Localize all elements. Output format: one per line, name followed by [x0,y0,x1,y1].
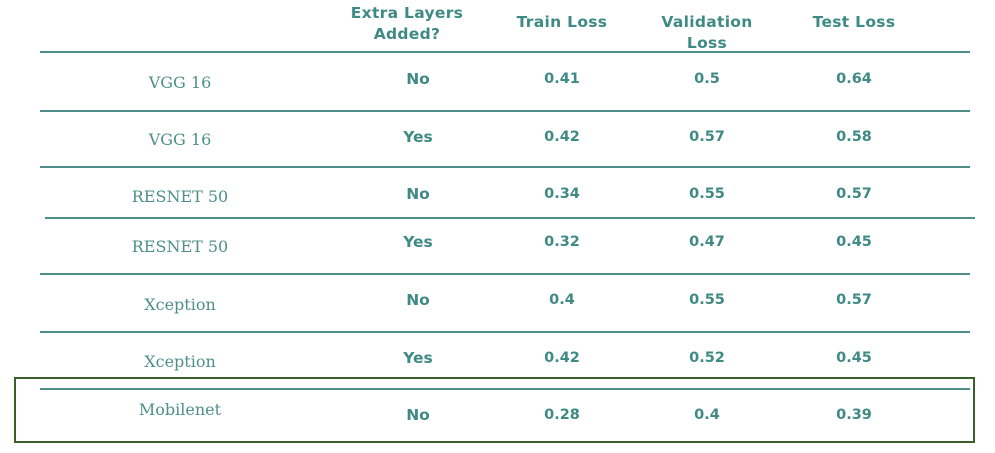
validation-loss-cell: 0.52 [689,350,725,366]
extra-layers-cell: No [406,406,430,424]
validation-loss-cell: 0.55 [689,292,725,308]
validation-loss-cell: 0.55 [689,186,725,202]
row-divider [40,110,970,112]
validation-loss-cell: 0.4 [694,407,720,423]
validation-loss-cell: 0.57 [689,129,725,145]
row-divider [40,166,970,168]
model-cell: RESNET 50 [131,237,229,256]
row-divider [45,217,975,219]
header-train-loss: Train Loss [516,13,608,31]
model-cell: RESNET 50 [131,187,229,206]
model-cell: VGG 16 [148,130,212,149]
highlighted-row-box [14,377,975,443]
validation-loss-cell: 0.5 [694,71,720,87]
test-loss-cell: 0.45 [836,350,872,366]
train-loss-cell: 0.28 [544,407,580,423]
train-loss-cell: 0.41 [544,71,580,87]
extra-layers-cell: No [406,291,430,309]
test-loss-cell: 0.39 [836,407,872,423]
test-loss-cell: 0.58 [836,129,872,145]
row-divider [40,388,970,390]
row-divider [40,331,970,333]
train-loss-cell: 0.42 [544,350,580,366]
train-loss-cell: 0.42 [544,129,580,145]
test-loss-cell: 0.57 [836,292,872,308]
header-test-loss: Test Loss [812,13,896,31]
header-rule [40,51,970,53]
test-loss-cell: 0.45 [836,234,872,250]
model-cell: Mobilenet [138,400,222,419]
test-loss-cell: 0.64 [836,71,872,87]
train-loss-cell: 0.4 [549,292,575,308]
test-loss-cell: 0.57 [836,186,872,202]
train-loss-cell: 0.34 [544,186,580,202]
extra-layers-cell: No [406,185,430,203]
model-cell: VGG 16 [148,73,212,92]
extra-layers-cell: No [406,70,430,88]
validation-loss-cell: 0.47 [689,234,725,250]
header-validation-loss: Validation Loss [661,13,753,52]
extra-layers-cell: Yes [403,349,433,367]
model-cell: Xception [144,352,216,371]
train-loss-cell: 0.32 [544,234,580,250]
header-extra-layers: Extra Layers Added? [350,4,464,43]
model-cell: Xception [144,295,216,314]
extra-layers-cell: Yes [403,233,433,251]
extra-layers-cell: Yes [403,128,433,146]
row-divider [40,273,970,275]
